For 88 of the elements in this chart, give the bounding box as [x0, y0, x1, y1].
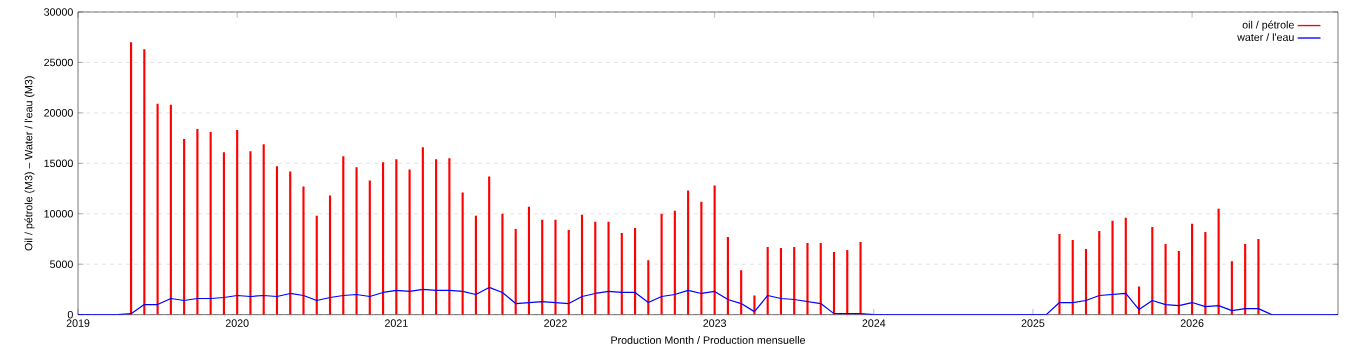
bar	[249, 151, 252, 315]
x-tick-label: 2025	[1021, 319, 1045, 327]
bar	[806, 243, 809, 315]
bar	[143, 49, 146, 315]
bar	[421, 147, 424, 315]
bar	[819, 243, 822, 315]
bar	[580, 214, 584, 315]
bar	[514, 228, 517, 315]
bar	[832, 252, 836, 315]
bar	[262, 144, 265, 315]
bar	[342, 156, 345, 315]
y-tick-label: 15000	[44, 159, 73, 168]
bar	[368, 180, 371, 315]
bar	[289, 171, 292, 315]
bar	[130, 42, 133, 315]
bar	[527, 206, 531, 315]
bar	[196, 129, 199, 315]
bar	[1204, 231, 1207, 315]
y-tick-label: 20000	[44, 109, 73, 117]
bar	[633, 227, 637, 315]
bar	[554, 219, 557, 315]
bar	[766, 247, 769, 315]
bar	[846, 250, 849, 315]
bar	[541, 219, 544, 315]
bar	[1098, 230, 1101, 315]
bar	[395, 159, 398, 315]
bar	[474, 215, 477, 315]
bar	[1177, 251, 1180, 315]
bar	[435, 159, 438, 315]
x-tick-label: 2020	[225, 319, 249, 327]
bar	[726, 236, 729, 315]
bar	[1244, 244, 1247, 315]
bar	[1058, 233, 1061, 315]
x-tick-label: 2024	[862, 319, 886, 327]
bar	[687, 190, 690, 315]
bar	[156, 103, 159, 315]
bar	[567, 229, 570, 315]
bar	[488, 176, 491, 315]
bar	[713, 185, 716, 315]
bar	[448, 158, 451, 315]
bar	[275, 166, 279, 315]
bar	[779, 248, 783, 315]
bar	[328, 195, 332, 315]
bar	[169, 104, 172, 315]
bar	[408, 169, 411, 315]
bar	[1151, 226, 1154, 315]
bar	[793, 247, 796, 315]
bar	[594, 221, 597, 315]
y-tick-label: 25000	[44, 58, 73, 67]
bar	[660, 213, 663, 315]
bar	[1071, 240, 1074, 315]
bar	[302, 186, 305, 315]
y-tick-label: 5000	[50, 260, 73, 268]
bar	[501, 213, 504, 315]
bar	[1217, 208, 1220, 315]
bar	[700, 201, 703, 315]
bar	[607, 221, 610, 315]
bar	[382, 162, 385, 315]
bar	[461, 192, 464, 315]
y-tick-label: 10000	[44, 210, 73, 218]
y-tick-label: 0	[67, 310, 73, 319]
bar	[1230, 261, 1233, 315]
bar	[1111, 220, 1114, 315]
bar	[647, 260, 650, 315]
bar	[315, 215, 318, 315]
bar	[859, 242, 862, 315]
bar	[1084, 249, 1088, 315]
y-tick-label: 30000	[44, 8, 73, 16]
x-tick-label: 2021	[385, 319, 408, 327]
bar	[673, 210, 676, 315]
bar	[209, 132, 212, 315]
bar	[1191, 223, 1194, 315]
bar	[183, 139, 186, 315]
y-axis-title: Oil / pétrole (M3) – Water / l'eau (M3)	[24, 76, 35, 251]
x-axis-title: Production Month / Production mensuelle	[611, 336, 806, 344]
bar	[355, 167, 358, 315]
legend-label: oil / pétrole	[1242, 20, 1294, 31]
bar	[222, 152, 225, 315]
bar	[1257, 238, 1260, 315]
legend-label: water / l'eau	[1237, 33, 1294, 41]
bar	[1124, 217, 1127, 315]
bar	[236, 130, 239, 315]
x-tick-label: 2023	[703, 319, 727, 327]
bar	[1164, 244, 1167, 315]
x-tick-label: 2019	[66, 319, 90, 327]
x-tick-label: 2022	[544, 319, 567, 327]
bar	[620, 232, 623, 315]
x-tick-label: 2026	[1180, 319, 1204, 327]
